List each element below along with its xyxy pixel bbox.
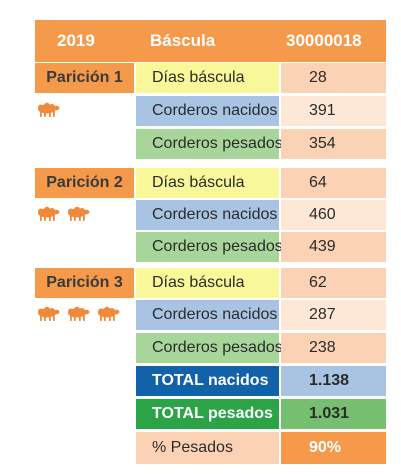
- sheep-icon: [68, 306, 90, 321]
- header-year: 2019: [57, 31, 95, 50]
- birth-1-row-3-value: 354: [281, 129, 386, 159]
- percent-weighed-value: 90%: [281, 432, 386, 464]
- birth-2-row-1-value: 64: [281, 168, 386, 198]
- header-scale-cell: Báscula: [136, 20, 278, 62]
- birth-2-row-3-name: Corderos pesados: [136, 232, 283, 262]
- total-weighed-value: 1.031: [281, 399, 386, 429]
- sheep-icon: [38, 306, 60, 321]
- sheep-icon: [38, 102, 60, 117]
- birth-3-row-2-name: Corderos nacidos: [136, 300, 279, 330]
- birth-3-label: Parición 3: [35, 268, 134, 298]
- total-born-value: 1.138: [281, 366, 386, 396]
- birth-3-row-3-name: Corderos pesados: [136, 333, 283, 363]
- sheep-icon: [68, 206, 90, 221]
- birth-2-row-1-name: Días báscula: [136, 168, 279, 198]
- percent-weighed-label: % Pesados: [136, 432, 279, 464]
- birth-1-row-1-name: Días báscula: [136, 63, 279, 93]
- birth-1-row-2-value: 391: [281, 96, 386, 126]
- birth-3-row-1-name: Días báscula: [136, 268, 279, 298]
- birth-2-row-2-value: 460: [281, 200, 386, 230]
- birth-1-row-2-name: Corderos nacidos: [136, 96, 279, 126]
- birth-1-label: Parición 1: [35, 63, 134, 93]
- sheep-icon: [38, 206, 60, 221]
- header-scale-id-cell: 30000018: [278, 20, 386, 62]
- header-scale-id: 30000018: [286, 31, 362, 50]
- birth-1-row-3-name: Corderos pesados: [136, 129, 283, 159]
- sheep-icon: [98, 306, 120, 321]
- birth-2-row-3-value: 439: [281, 232, 386, 262]
- birth-2-row-2-name: Corderos nacidos: [136, 200, 279, 230]
- birth-3-row-1-value: 62: [281, 268, 386, 298]
- birth-3-row-3-value: 238: [281, 333, 386, 363]
- header-year-cell: 2019: [35, 20, 136, 62]
- total-born-label: TOTAL nacidos: [136, 366, 279, 396]
- birth-3-row-2-value: 287: [281, 300, 386, 330]
- header-scale: Báscula: [150, 31, 216, 50]
- birth-2-label: Parición 2: [35, 168, 134, 198]
- total-weighed-label: TOTAL pesados: [136, 399, 279, 429]
- birth-1-row-1-value: 28: [281, 63, 386, 93]
